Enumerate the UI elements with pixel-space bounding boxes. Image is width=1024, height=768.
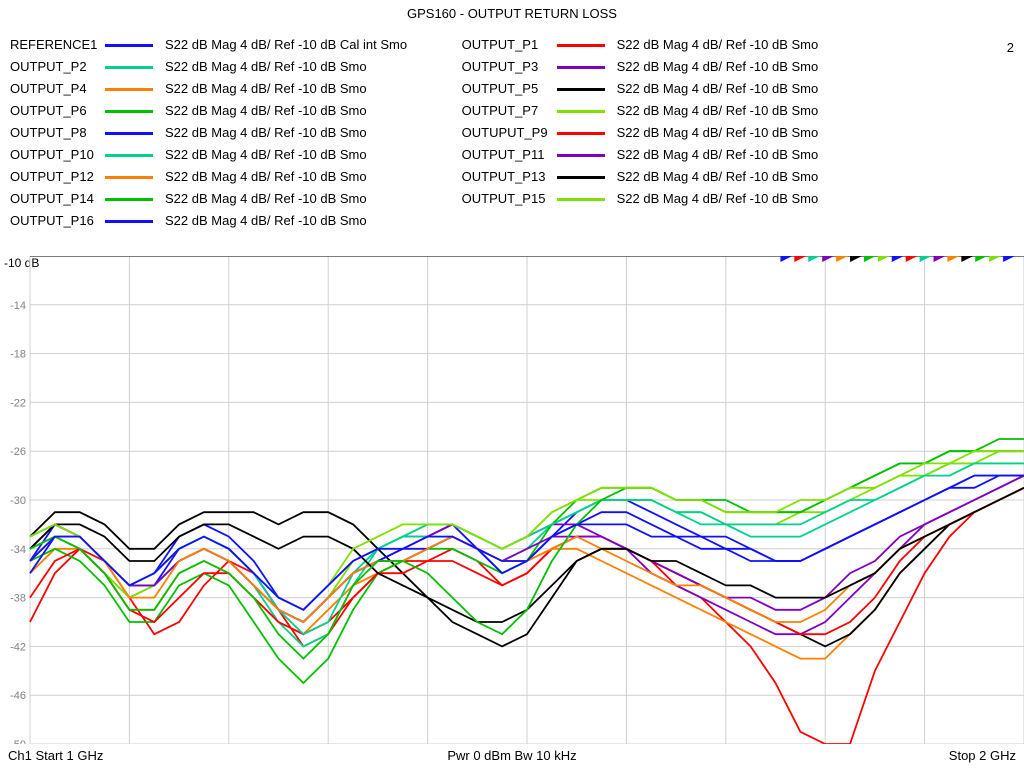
trace-desc: S22 dB Mag 4 dB/ Ref -10 dB Smo xyxy=(617,166,819,188)
trace-name: OUTPUT_P14 xyxy=(10,188,105,210)
trace-name: OUTPUT_P4 xyxy=(10,78,105,100)
trace-desc: S22 dB Mag 4 dB/ Ref -10 dB Smo xyxy=(165,56,367,78)
trace-swatch xyxy=(105,132,153,135)
trace-desc: S22 dB Mag 4 dB/ Ref -10 dB Smo xyxy=(617,100,819,122)
svg-text:-46: -46 xyxy=(10,690,26,702)
legend-row: OUTPUT_P12 S22 dB Mag 4 dB/ Ref -10 dB Sm… xyxy=(10,166,450,188)
legend-row: OUTPUT_P1 S22 dB Mag 4 dB/ Ref -10 dB Smo xyxy=(462,34,902,56)
trace-name: OUTPUT_P10 xyxy=(10,144,105,166)
legend-row: OUTPUT_P8 S22 dB Mag 4 dB/ Ref -10 dB Smo xyxy=(10,122,450,144)
trace-desc: S22 dB Mag 4 dB/ Ref -10 dB Smo xyxy=(165,210,367,232)
legend-column-right: OUTPUT_P1 S22 dB Mag 4 dB/ Ref -10 dB Smo… xyxy=(462,34,902,210)
legend-row: OUTPUT_P2 S22 dB Mag 4 dB/ Ref -10 dB Smo xyxy=(10,56,450,78)
trace-name: OUTPUT_P2 xyxy=(10,56,105,78)
legend-column-left: REFERENCE1 S22 dB Mag 4 dB/ Ref -10 dB Ca… xyxy=(10,34,450,232)
trace-desc: S22 dB Mag 4 dB/ Ref -10 dB Smo xyxy=(617,122,819,144)
trace-swatch xyxy=(557,132,605,135)
legend-row: OUTPUT_P6 S22 dB Mag 4 dB/ Ref -10 dB Smo xyxy=(10,100,450,122)
trace-swatch xyxy=(105,110,153,113)
trace-name: OUTPUT_P16 xyxy=(10,210,105,232)
footer: Ch1 Start 1 GHz Pwr 0 dBm Bw 10 kHz Stop… xyxy=(0,746,1024,768)
legend: REFERENCE1 S22 dB Mag 4 dB/ Ref -10 dB Ca… xyxy=(10,34,1014,232)
trace-name: OUTUPUT_P9 xyxy=(462,122,557,144)
trace-desc: S22 dB Mag 4 dB/ Ref -10 dB Smo xyxy=(165,188,367,210)
legend-row: OUTPUT_P7 S22 dB Mag 4 dB/ Ref -10 dB Smo xyxy=(462,100,902,122)
trace-name: OUTPUT_P13 xyxy=(462,166,557,188)
trace-desc: S22 dB Mag 4 dB/ Ref -10 dB Smo xyxy=(165,166,367,188)
legend-row: OUTPUT_P15 S22 dB Mag 4 dB/ Ref -10 dB Sm… xyxy=(462,188,902,210)
svg-text:-50: -50 xyxy=(10,739,26,744)
legend-row: OUTPUT_P16 S22 dB Mag 4 dB/ Ref -10 dB Sm… xyxy=(10,210,450,232)
trace-desc: S22 dB Mag 4 dB/ Ref -10 dB Smo xyxy=(617,34,819,56)
trace-desc: S22 dB Mag 4 dB/ Ref -10 dB Smo xyxy=(165,122,367,144)
trace-swatch xyxy=(557,110,605,113)
trace-name: OUTPUT_P7 xyxy=(462,100,557,122)
trace-swatch xyxy=(557,154,605,157)
trace-desc: S22 dB Mag 4 dB/ Ref -10 dB Cal int Smo xyxy=(165,34,407,56)
svg-text:-26: -26 xyxy=(10,446,26,458)
legend-row: OUTPUT_P3 S22 dB Mag 4 dB/ Ref -10 dB Smo xyxy=(462,56,902,78)
trace-swatch xyxy=(105,176,153,179)
trace-name: OUTPUT_P11 xyxy=(462,144,557,166)
trace-name: OUTPUT_P1 xyxy=(462,34,557,56)
trace-name: OUTPUT_P12 xyxy=(10,166,105,188)
trace-name: REFERENCE1 xyxy=(10,34,105,56)
trace-desc: S22 dB Mag 4 dB/ Ref -10 dB Smo xyxy=(617,188,819,210)
legend-row: OUTPUT_P13 S22 dB Mag 4 dB/ Ref -10 dB Sm… xyxy=(462,166,902,188)
svg-text:-18: -18 xyxy=(10,349,26,361)
svg-text:-14: -14 xyxy=(10,300,26,312)
trace-swatch xyxy=(105,220,153,223)
trace-name: OUTPUT_P6 xyxy=(10,100,105,122)
trace-desc: S22 dB Mag 4 dB/ Ref -10 dB Smo xyxy=(165,78,367,100)
footer-stop: Stop 2 GHz xyxy=(949,748,1016,763)
trace-swatch xyxy=(557,198,605,201)
svg-text:-30: -30 xyxy=(10,495,26,507)
legend-row: REFERENCE1 S22 dB Mag 4 dB/ Ref -10 dB Ca… xyxy=(10,34,450,56)
trace-swatch xyxy=(105,88,153,91)
svg-text:-22: -22 xyxy=(10,397,26,409)
legend-row: OUTPUT_P14 S22 dB Mag 4 dB/ Ref -10 dB Sm… xyxy=(10,188,450,210)
plot-area: -14 -18 -22 -26 -30 -34 -38 -42 -46 -50 xyxy=(0,256,1024,744)
trace-desc: S22 dB Mag 4 dB/ Ref -10 dB Smo xyxy=(165,100,367,122)
trace-swatch xyxy=(105,66,153,69)
legend-row: OUTPUT_P5 S22 dB Mag 4 dB/ Ref -10 dB Smo xyxy=(462,78,902,100)
trace-swatch xyxy=(557,44,605,47)
trace-swatch xyxy=(105,154,153,157)
trace-name: OUTPUT_P3 xyxy=(462,56,557,78)
chart-title: GPS160 - OUTPUT RETURN LOSS xyxy=(0,6,1024,21)
trace-desc: S22 dB Mag 4 dB/ Ref -10 dB Smo xyxy=(617,78,819,100)
svg-text:-38: -38 xyxy=(10,593,26,605)
trace-swatch xyxy=(557,88,605,91)
footer-pwr-bw: Pwr 0 dBm Bw 10 kHz xyxy=(0,748,1024,763)
legend-row: OUTPUT_P4 S22 dB Mag 4 dB/ Ref -10 dB Smo xyxy=(10,78,450,100)
trace-name: OUTPUT_P5 xyxy=(462,78,557,100)
trace-swatch xyxy=(557,66,605,69)
trace-desc: S22 dB Mag 4 dB/ Ref -10 dB Smo xyxy=(617,56,819,78)
trace-desc: S22 dB Mag 4 dB/ Ref -10 dB Smo xyxy=(617,144,819,166)
legend-row: OUTPUT_P11 S22 dB Mag 4 dB/ Ref -10 dB Sm… xyxy=(462,144,902,166)
plot-svg: -14 -18 -22 -26 -30 -34 -38 -42 -46 -50 xyxy=(0,256,1024,744)
trace-swatch xyxy=(557,176,605,179)
trace-desc: S22 dB Mag 4 dB/ Ref -10 dB Smo xyxy=(165,144,367,166)
svg-text:-34: -34 xyxy=(10,544,26,556)
legend-row: OUTUPUT_P9 S22 dB Mag 4 dB/ Ref -10 dB Sm… xyxy=(462,122,902,144)
trace-name: OUTPUT_P15 xyxy=(462,188,557,210)
trace-name: OUTPUT_P8 xyxy=(10,122,105,144)
trace-swatch xyxy=(105,198,153,201)
trace-swatch xyxy=(105,44,153,47)
svg-text:-42: -42 xyxy=(10,641,26,653)
legend-row: OUTPUT_P10 S22 dB Mag 4 dB/ Ref -10 dB Sm… xyxy=(10,144,450,166)
